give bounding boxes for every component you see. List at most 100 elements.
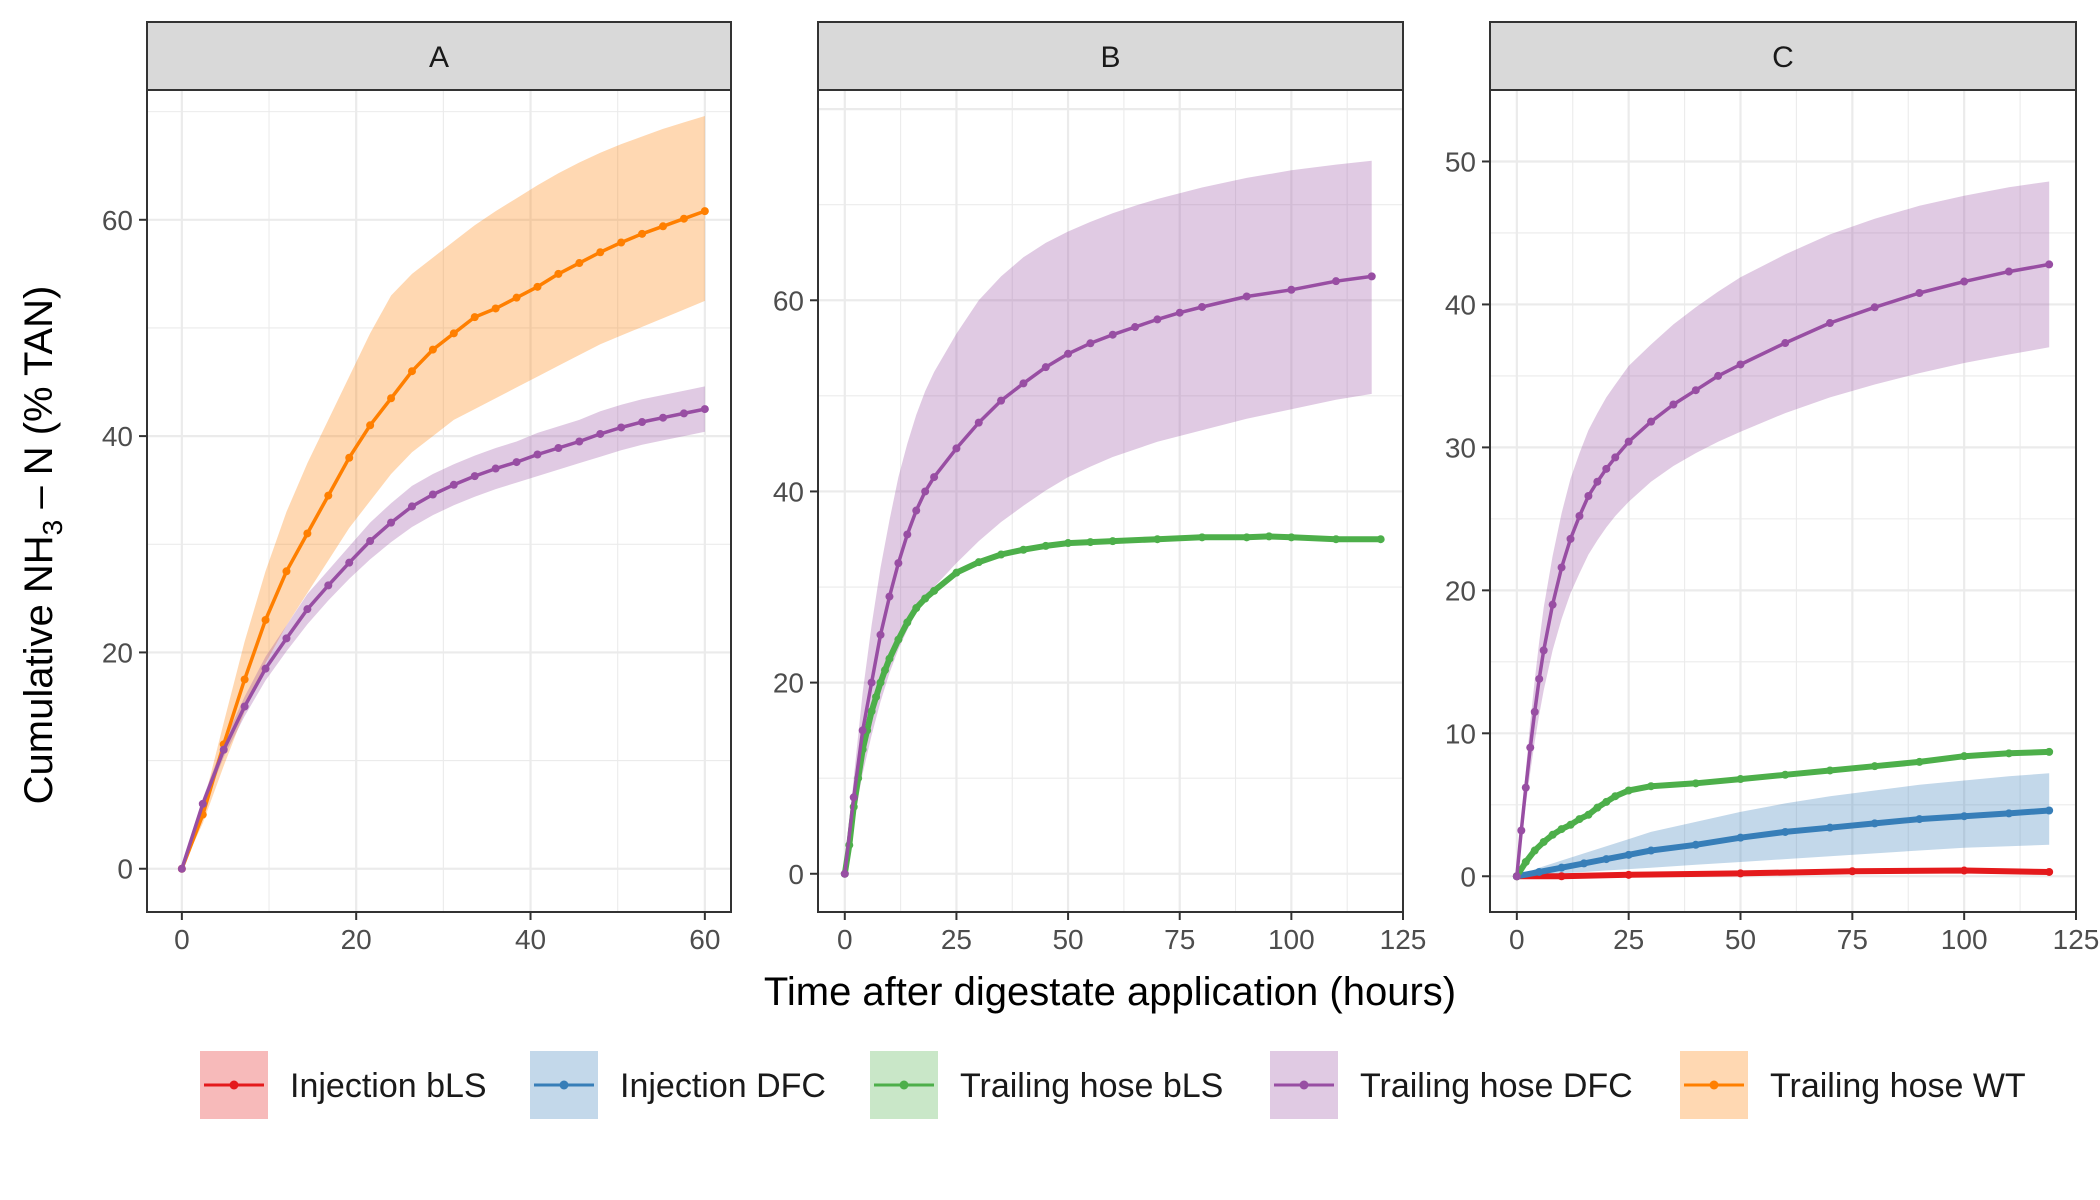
data-point-trailing-hose-bls (1376, 535, 1385, 544)
data-point-trailing-hose-dfc (885, 592, 894, 601)
data-point-trailing-hose-dfc (198, 799, 207, 808)
x-tick-label: 0 (837, 924, 853, 955)
data-point-injection-dfc (1579, 859, 1588, 868)
data-point-trailing-hose-dfc (2004, 267, 2013, 276)
data-point-trailing-hose-bls (1870, 762, 1879, 771)
data-point-trailing-hose-dfc (1332, 277, 1341, 286)
data-point-trailing-hose-dfc (1530, 707, 1539, 716)
data-point-trailing-hose-dfc (1539, 646, 1548, 655)
data-point-injection-bls (1848, 867, 1857, 876)
series-line-injection-dfc (1516, 807, 2050, 880)
y-tick-label: 0 (117, 854, 133, 885)
data-point-trailing-hose-wt (638, 229, 647, 238)
data-point-trailing-hose-dfc (1086, 339, 1095, 348)
data-point-trailing-hose-dfc (876, 630, 885, 639)
data-point-trailing-hose-wt (428, 345, 437, 354)
data-point-trailing-hose-bls (2045, 747, 2054, 756)
data-point-trailing-hose-bls (903, 618, 912, 627)
grid-lines (1490, 90, 2076, 912)
data-point-trailing-hose-dfc (1825, 319, 1834, 328)
y-axis-title-subscript: 3 (37, 520, 68, 536)
data-point-trailing-hose-dfc (1602, 464, 1611, 473)
strip-A (146, 21, 732, 91)
panel-A: A 0 20 40 60 0 20 40 60 (102, 21, 732, 955)
data-point-trailing-hose-dfc (912, 506, 921, 515)
data-point-injection-dfc (1736, 833, 1745, 842)
data-point-trailing-hose-bls (1691, 779, 1700, 788)
data-point-trailing-hose-bls (1915, 757, 1924, 766)
data-point-trailing-hose-dfc (2045, 260, 2054, 269)
data-point-trailing-hose-dfc (575, 437, 584, 446)
y-tick-label: 40 (1445, 289, 1476, 320)
data-point-trailing-hose-bls (872, 692, 881, 701)
y-tick-label: 50 (1445, 146, 1476, 177)
data-point-trailing-hose-dfc (407, 502, 416, 511)
data-point-trailing-hose-dfc (1593, 477, 1602, 486)
data-point-trailing-hose-dfc (324, 581, 333, 590)
data-point-trailing-hose-dfc (867, 678, 876, 687)
data-point-trailing-hose-bls (1557, 825, 1566, 834)
data-point-trailing-hose-dfc (1566, 534, 1575, 543)
data-point-trailing-hose-dfc (1175, 308, 1184, 317)
y-tick-label: 20 (102, 637, 133, 668)
x-tick-label: 60 (689, 924, 720, 955)
data-point-injection-bls (2045, 867, 2054, 876)
data-point-trailing-hose-bls (1602, 797, 1611, 806)
panel-background (147, 90, 731, 912)
data-point-trailing-hose-dfc (930, 473, 939, 482)
data-point-trailing-hose-dfc (1019, 379, 1028, 388)
confidence-band-trailing-hose-dfc (844, 160, 1372, 874)
x-tick-label: 25 (1613, 924, 1644, 955)
data-point-trailing-hose-wt (261, 615, 270, 624)
data-point-trailing-hose-dfc (659, 413, 668, 422)
grid-lines (818, 90, 1403, 912)
data-point-injection-bls (1624, 870, 1633, 879)
confidence-band-trailing-hose-dfc (1516, 181, 2050, 877)
data-point-trailing-hose-bls (1530, 846, 1539, 855)
y-tick-label: 30 (1445, 432, 1476, 463)
legend-label-trailing-hose-wt: Trailing hose WT (1770, 1067, 2026, 1105)
data-point-trailing-hose-wt (366, 421, 375, 430)
data-point-trailing-hose-bls (894, 635, 903, 644)
data-point-trailing-hose-dfc (1526, 743, 1535, 752)
data-point-trailing-hose-bls (1086, 538, 1095, 547)
data-point-injection-dfc (1647, 846, 1656, 855)
x-axis-title: Time after digestate application (hours) (764, 970, 1456, 1014)
data-point-trailing-hose-bls (1566, 820, 1575, 829)
confidence-band-trailing-hose-wt (181, 116, 705, 869)
data-point-trailing-hose-bls (867, 707, 876, 716)
y-tick-label: 20 (773, 668, 804, 699)
legend-label-injection-dfc: Injection DFC (620, 1067, 826, 1105)
legend-key-point (229, 1080, 239, 1090)
data-point-trailing-hose-bls (1593, 803, 1602, 812)
data-point-trailing-hose-dfc (1736, 360, 1745, 369)
data-point-trailing-hose-dfc (219, 745, 228, 754)
data-point-injection-dfc (1781, 827, 1790, 836)
legend-item-trailing-hose-dfc: Trailing hose DFC (1270, 1051, 1633, 1119)
data-point-trailing-hose-wt (575, 259, 584, 268)
data-point-trailing-hose-wt (407, 367, 416, 376)
data-point-trailing-hose-wt (533, 282, 542, 291)
data-point-trailing-hose-dfc (596, 429, 605, 438)
data-point-trailing-hose-dfc (1041, 363, 1050, 372)
data-point-trailing-hose-bls (1242, 533, 1251, 542)
data-point-trailing-hose-dfc (679, 409, 688, 418)
x-tick-label: 100 (1268, 924, 1315, 955)
data-point-trailing-hose-dfc (1669, 400, 1678, 409)
data-layer (1512, 181, 2054, 881)
data-point-trailing-hose-bls (1108, 537, 1117, 546)
data-point-trailing-hose-wt (303, 529, 312, 538)
data-point-trailing-hose-dfc (1624, 437, 1633, 446)
x-tick-label: 50 (1052, 924, 1083, 955)
legend-item-trailing-hose-wt: Trailing hose WT (1680, 1051, 2026, 1119)
data-point-trailing-hose-bls (1064, 539, 1073, 548)
data-point-trailing-hose-dfc (1108, 330, 1117, 339)
data-point-trailing-hose-bls (1287, 533, 1296, 542)
data-point-trailing-hose-wt (387, 394, 396, 403)
data-point-trailing-hose-dfc (1575, 512, 1584, 521)
data-point-trailing-hose-bls (930, 586, 939, 595)
data-point-trailing-hose-wt (324, 491, 333, 500)
data-point-injection-dfc (1960, 812, 1969, 821)
data-point-trailing-hose-bls (1521, 857, 1530, 866)
data-point-trailing-hose-dfc (1517, 826, 1526, 835)
